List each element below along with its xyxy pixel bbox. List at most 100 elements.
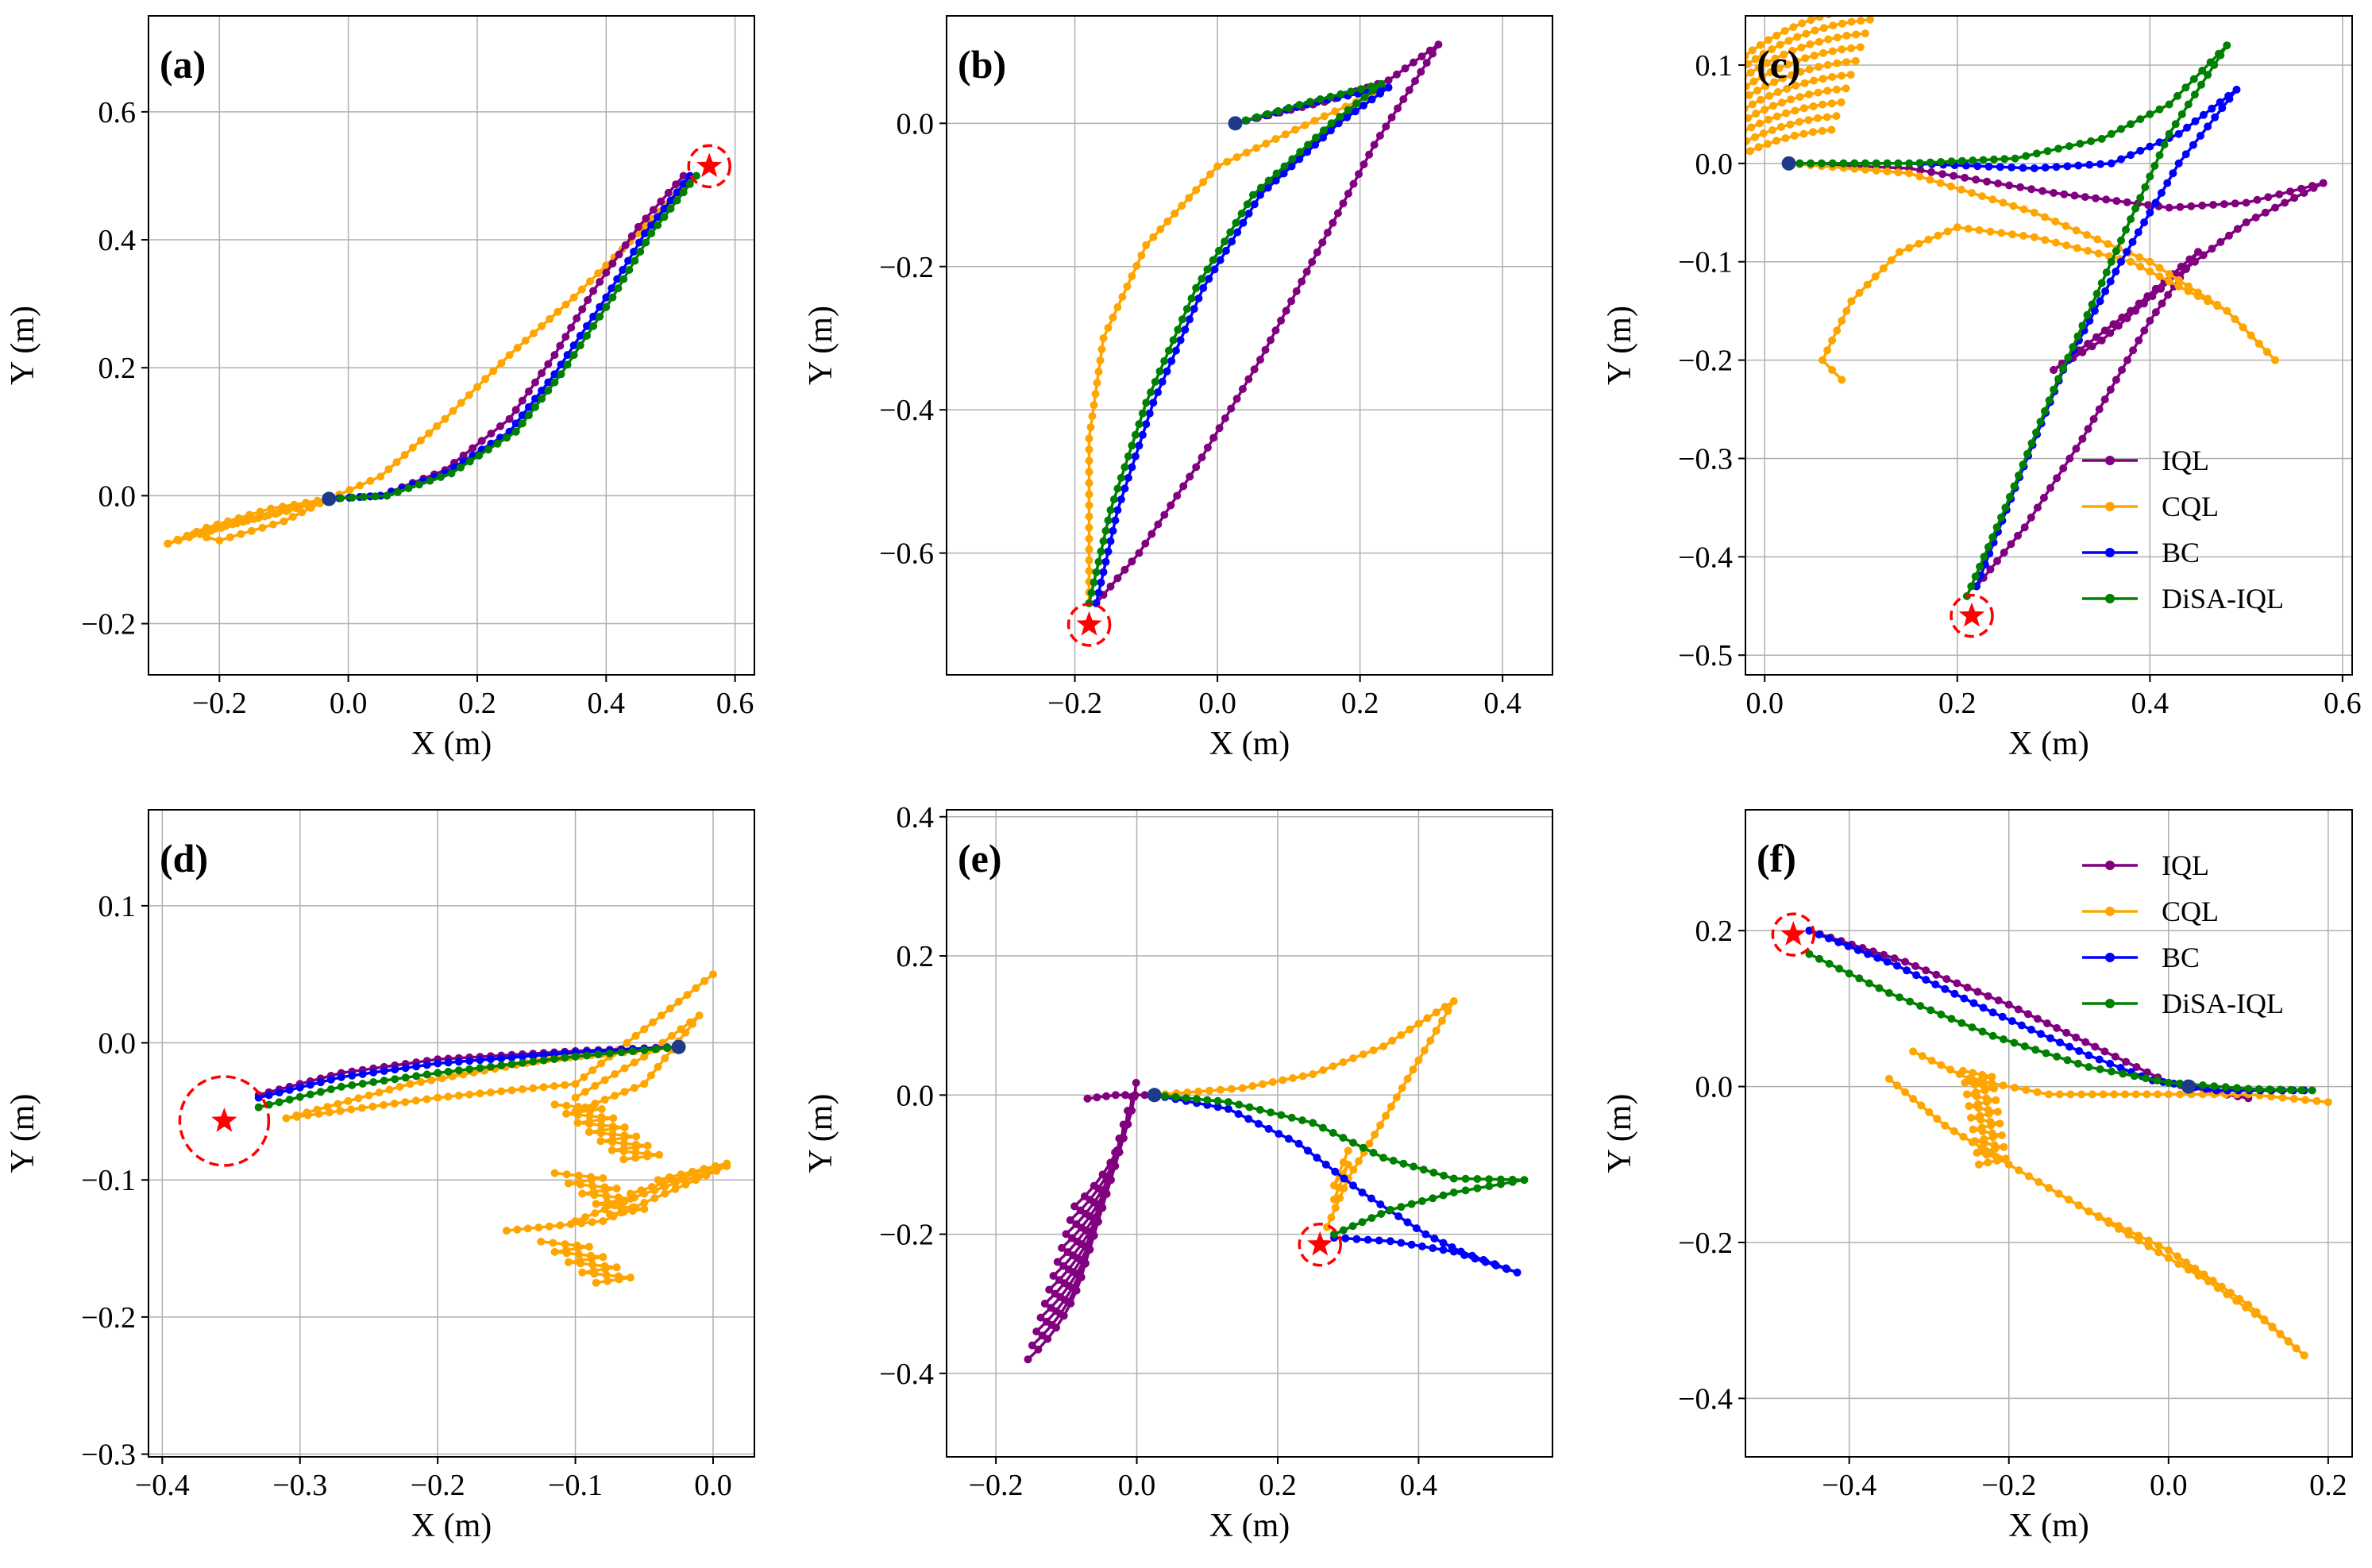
data-point-cql [523,1224,532,1233]
data-point-cql [1668,195,1676,202]
data-point-cql [1327,1213,1336,1222]
data-point-iql [1261,345,1270,354]
data-point-cql [1823,346,1832,355]
data-point-cql [1771,54,1780,63]
data-point-cql [1766,68,1775,77]
data-point-disa-iql [1104,516,1113,525]
data-point-disa-iql [1825,959,1834,968]
data-point-cql [226,533,234,541]
data-point-bc [2027,1025,2035,1034]
data-point-cql [1775,64,1784,73]
data-point-disa-iql [625,266,634,274]
series-line-cql [630,1162,729,1196]
data-point-disa-iql [254,1103,263,1111]
data-point-cql [1856,43,1865,52]
data-point-cql [1764,36,1772,44]
data-point-cql [518,1085,526,1093]
data-point-iql [2140,326,2149,335]
data-point-iql [1250,365,1259,374]
data-point-cql [1118,292,1127,301]
data-point-disa-iql [1237,210,1246,218]
data-point-disa-iql [1288,155,1297,164]
data-point-disa-iql [1192,283,1201,292]
data-point-disa-iql [2015,471,2023,480]
data-point-disa-iql [465,457,474,466]
data-point-cql [1838,45,1846,54]
data-point-cql [2035,1177,2043,1186]
data-point-cql [1832,112,1841,121]
data-point-cql [395,1082,404,1091]
data-point-bc [1412,1224,1421,1233]
data-point-disa-iql [1319,126,1328,135]
data-point-iql [2181,265,2190,273]
data-point-cql [677,1170,685,1179]
data-point-disa-iql [1319,1123,1327,1132]
data-point-bc [507,1054,516,1061]
data-point-iql [621,241,630,249]
data-point-iql [2209,201,2217,209]
data-point-disa-iql [1097,547,1105,556]
data-point-bc [1931,980,1940,988]
data-point-cql [529,1084,538,1092]
data-point-disa-iql [2117,125,2125,133]
data-point-disa-iql [2042,1049,2050,1058]
legend-label: BC [2162,537,2200,568]
data-point-cql [1780,50,1788,59]
data-point-disa-iql [1267,1108,1275,1117]
data-point-iql [2143,292,2152,301]
legend-marker [2105,907,2115,916]
data-point-cql [2260,1316,2269,1325]
data-point-bc [454,1058,463,1066]
data-point-cql [561,1240,569,1249]
data-point-iql [1393,70,1401,79]
data-point-cql [1991,1145,2000,1154]
data-point-cql [2242,1303,2250,1312]
y-axis-label: Y (m) [5,1094,41,1173]
data-point-cql [2165,270,2173,279]
panel-b: −0.2 0.0 0.2 0.4−0.6−0.4−0.20.0X (m)Y (m)(b… [803,15,1553,762]
data-point-bc [1131,452,1140,460]
data-point-cql [408,443,417,452]
data-point-iql [1313,248,1321,256]
data-point-cql [577,1181,585,1189]
data-point-cql [1828,47,1837,56]
data-point-disa-iql [2102,268,2111,277]
data-point-disa-iql [358,1080,367,1088]
data-point-disa-iql [1306,98,1314,106]
series-line-disa-iql [1808,953,2312,1092]
data-point-cql [1795,118,1803,126]
data-point-cql [222,522,230,530]
data-point-bc [2107,159,2116,168]
data-point-iql [2043,1019,2051,1027]
data-point-bc [1128,463,1136,472]
data-point-cql [1676,195,1684,202]
data-point-cql [1893,1081,1901,1090]
data-point-disa-iql [426,476,434,485]
data-point-disa-iql [2054,375,2063,383]
data-point-disa-iql [1815,954,1823,963]
data-point-cql [1382,1111,1390,1120]
data-point-cql [1988,1133,1997,1142]
data-point-cql [2000,1142,2008,1151]
data-point-bc [2191,117,2200,125]
data-point-cql [569,293,578,302]
data-point-disa-iql [404,484,413,492]
data-point-disa-iql [1243,200,1252,209]
data-point-disa-iql [2127,215,2135,223]
data-point-cql [640,1052,649,1061]
data-point-cql [2232,1296,2241,1305]
data-point-bc [1384,83,1393,92]
data-point-disa-iql [1128,441,1136,450]
data-point-bc [476,1056,484,1065]
data-point-cql [422,1095,431,1104]
data-point-bc [2211,113,2220,121]
data-point-disa-iql [1187,294,1196,302]
data-point-iql [550,351,559,360]
data-point-cql [497,359,506,368]
data-point-iql [1394,104,1402,113]
data-point-bc [2090,306,2099,315]
data-point-cql [1090,401,1098,410]
data-point-cql [1832,85,1841,94]
y-axis-label: Y (m) [803,1094,839,1173]
data-point-cql [1926,175,1934,184]
